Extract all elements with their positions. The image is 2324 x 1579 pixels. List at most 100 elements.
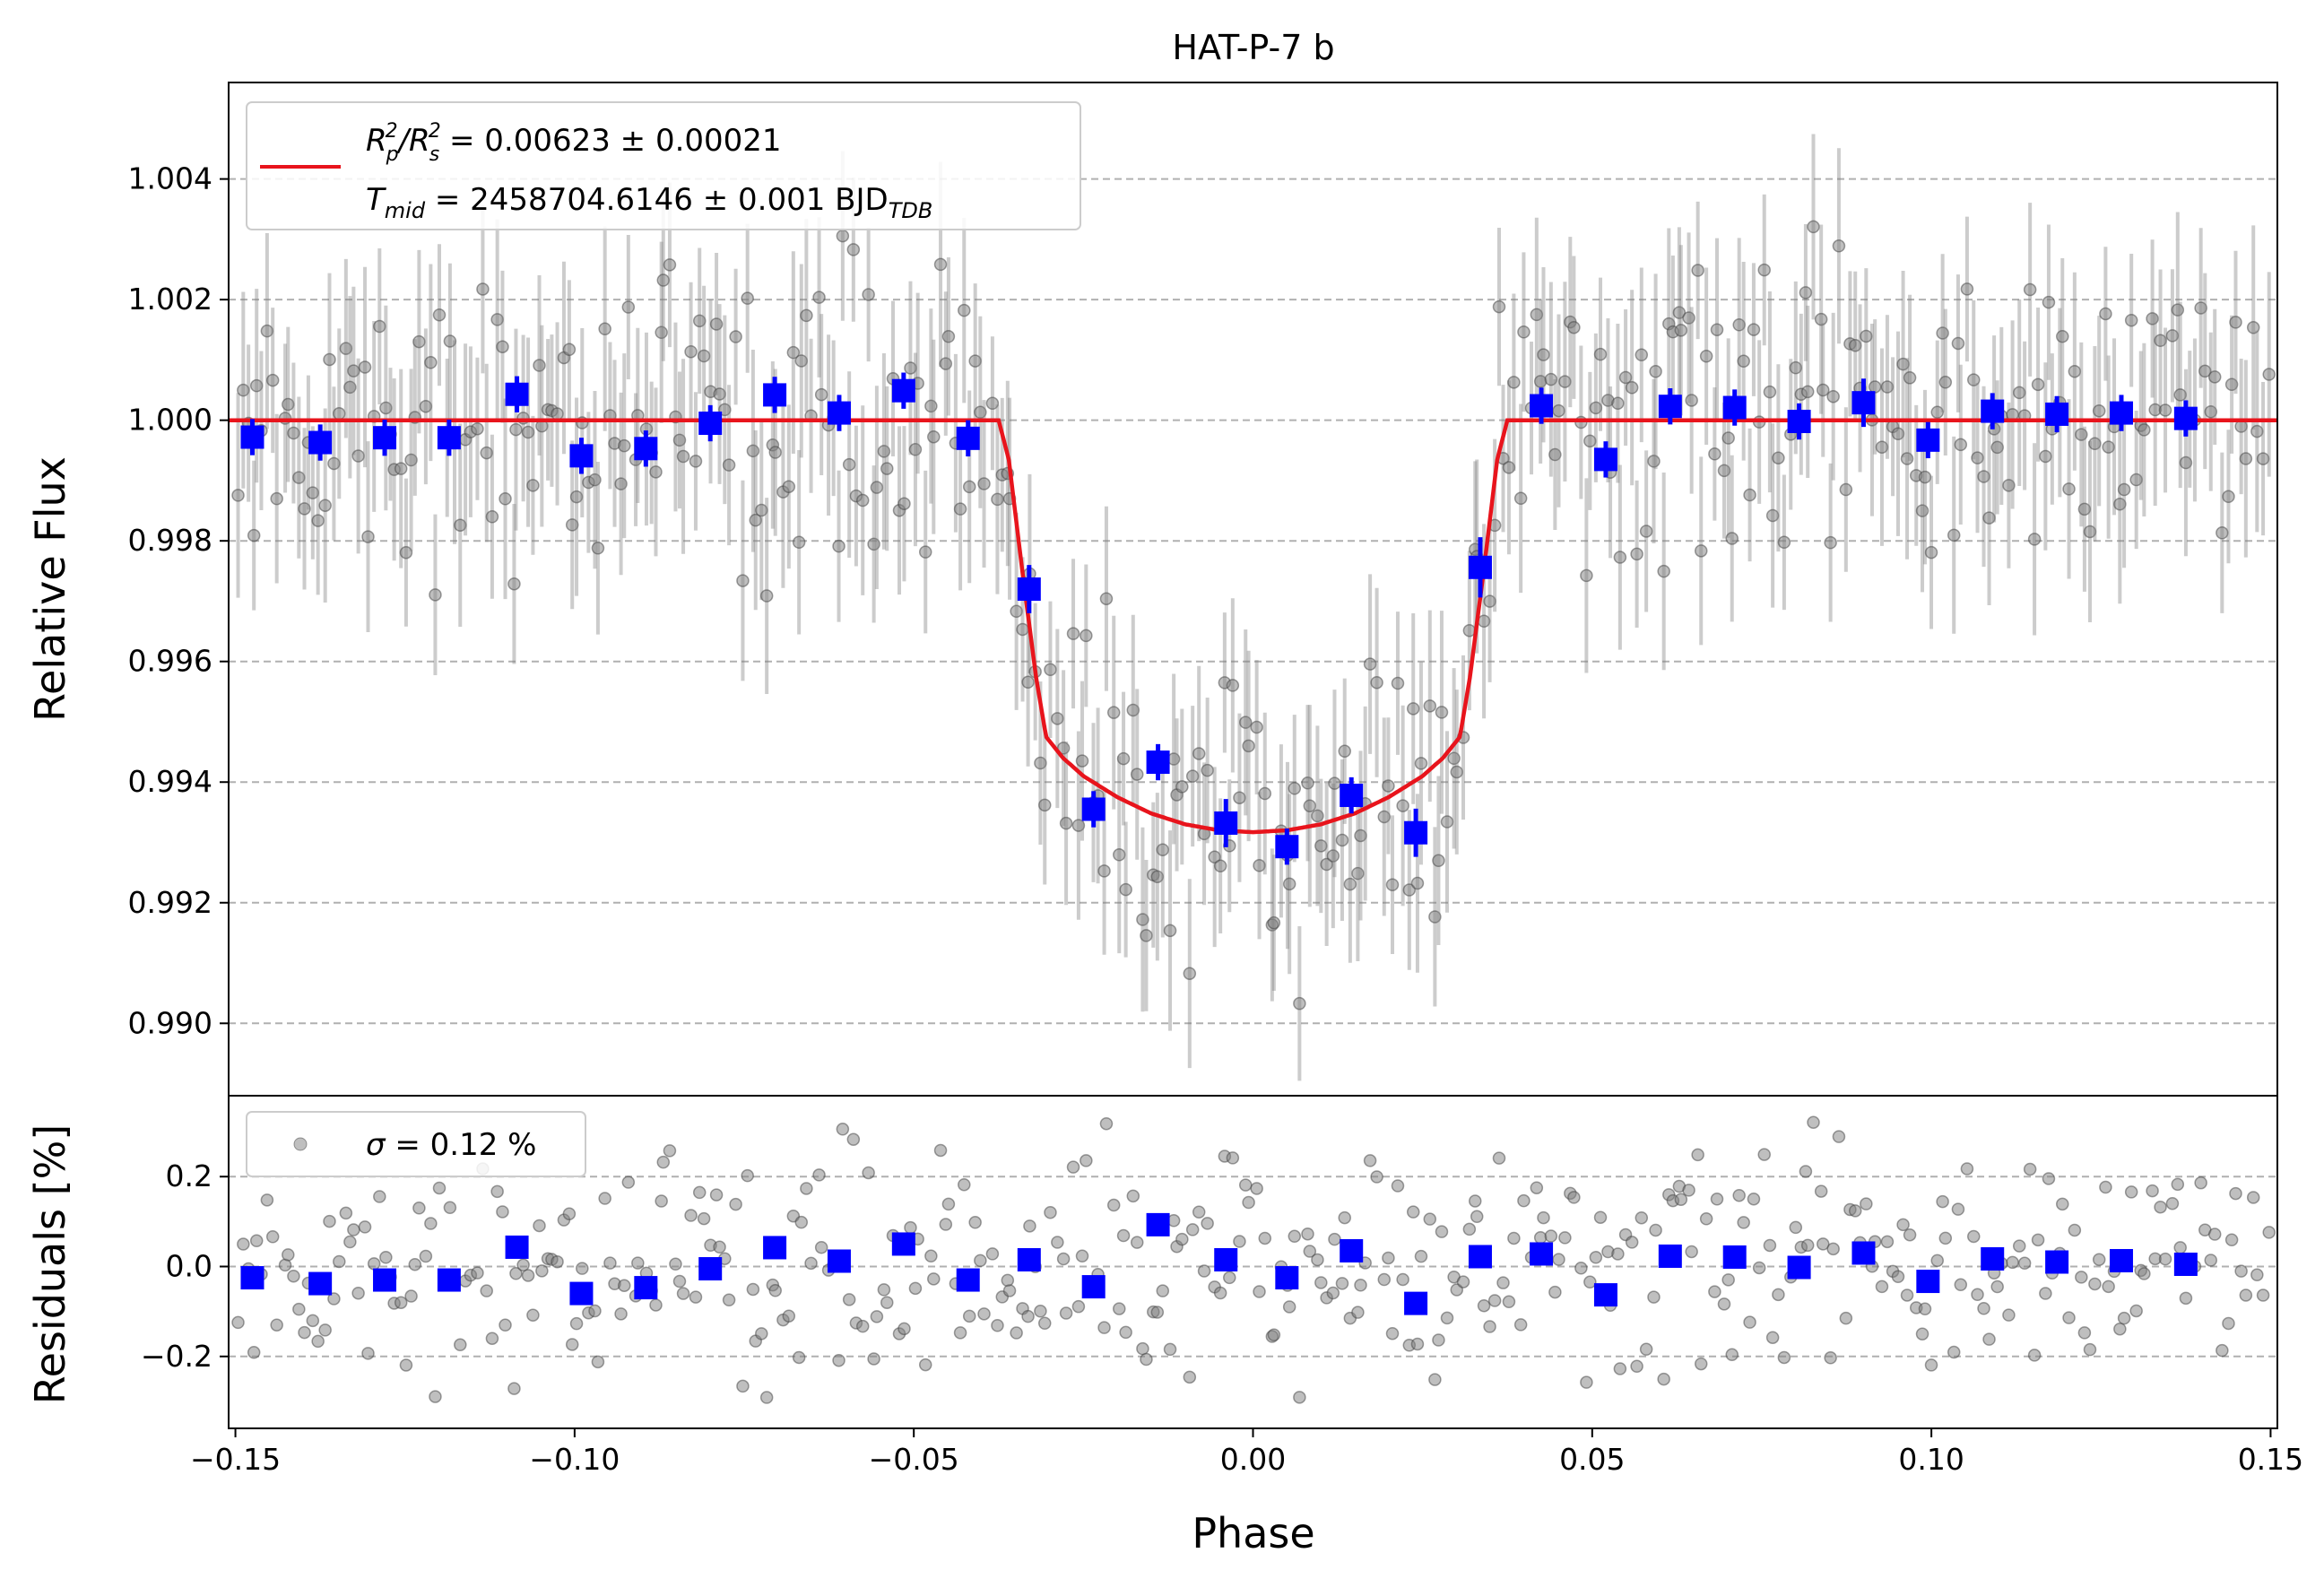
raw-flux-point bbox=[2042, 295, 2056, 309]
raw-residual-point bbox=[1201, 1217, 1214, 1230]
raw-residual-point bbox=[1456, 1275, 1470, 1288]
raw-residual-point bbox=[1288, 1229, 1302, 1244]
raw-flux-point bbox=[2207, 370, 2222, 384]
raw-residual-point bbox=[1156, 1284, 1170, 1297]
raw-flux-point bbox=[1010, 604, 1023, 619]
binned-residual-point bbox=[1404, 1291, 1428, 1315]
raw-residual-point bbox=[373, 1190, 386, 1203]
raw-flux-point bbox=[2262, 368, 2276, 381]
raw-flux-point bbox=[927, 429, 941, 444]
raw-residual-point bbox=[1743, 1315, 1756, 1329]
raw-residual-point bbox=[1175, 1232, 1189, 1246]
raw-flux-point bbox=[249, 378, 264, 393]
raw-flux-point bbox=[2077, 502, 2092, 516]
raw-flux-point bbox=[1763, 385, 1777, 399]
raw-flux-point bbox=[1051, 712, 1064, 725]
raw-residual-point bbox=[1097, 1321, 1111, 1334]
raw-flux-point bbox=[1192, 747, 1206, 760]
raw-flux-point bbox=[1530, 308, 1544, 322]
raw-residual-point bbox=[287, 1269, 300, 1283]
binned-flux-point bbox=[698, 412, 723, 436]
raw-residual-point bbox=[1824, 1351, 1837, 1365]
raw-residual-point bbox=[1737, 1216, 1750, 1229]
raw-flux-point bbox=[656, 273, 671, 287]
raw-flux-point bbox=[1034, 756, 1047, 770]
raw-flux-point bbox=[1303, 799, 1317, 812]
raw-residual-point bbox=[1250, 1182, 1263, 1195]
raw-flux-point bbox=[1611, 396, 1625, 411]
raw-flux-point bbox=[1226, 679, 1240, 692]
raw-flux-point bbox=[1066, 627, 1080, 640]
binned-residual-point bbox=[569, 1281, 594, 1306]
raw-flux-point bbox=[1772, 451, 1785, 464]
raw-residual-point bbox=[408, 1257, 422, 1271]
x-ticks: −0.15 −0.10 −0.05 0.00 0.05 0.10 0.15 bbox=[190, 1428, 2303, 1477]
binned-flux-point bbox=[1851, 391, 1876, 415]
raw-residual-point bbox=[1747, 1192, 1761, 1206]
raw-flux-point bbox=[1396, 799, 1409, 812]
raw-flux-point bbox=[2250, 424, 2264, 438]
raw-flux-point bbox=[1447, 751, 1461, 766]
raw-flux-point bbox=[1354, 829, 1367, 843]
raw-residual-point bbox=[656, 1155, 671, 1169]
raw-flux-point bbox=[697, 349, 711, 363]
raw-residual-point bbox=[2250, 1268, 2264, 1282]
raw-residual-point bbox=[358, 1220, 372, 1234]
raw-residual-point bbox=[1183, 1370, 1197, 1384]
raw-residual-point bbox=[1363, 1154, 1377, 1167]
raw-flux-point bbox=[394, 462, 408, 475]
binned-residual-point bbox=[1916, 1270, 1940, 1294]
raw-flux-point bbox=[736, 574, 750, 587]
raw-residual-point bbox=[1502, 1295, 1516, 1309]
raw-flux-point bbox=[692, 314, 707, 328]
raw-flux-point bbox=[1930, 405, 1944, 419]
raw-residual-point bbox=[1777, 1350, 1791, 1365]
raw-flux-point bbox=[1777, 535, 1791, 550]
raw-residual-point bbox=[1580, 1375, 1593, 1389]
residuals-panel: −0.2 0.0 0.2 −0.15 −0.10 −0.05 0.00 0.05 0.10 0.… bbox=[26, 1095, 2303, 1557]
raw-residual-point bbox=[565, 1338, 579, 1351]
raw-flux-point bbox=[684, 344, 698, 359]
raw-residual-point bbox=[347, 1223, 360, 1236]
raw-residual-point bbox=[631, 1256, 645, 1270]
raw-residual-point bbox=[1765, 1331, 1780, 1344]
raw-residual-point bbox=[663, 1144, 677, 1158]
raw-flux-point bbox=[746, 444, 760, 458]
binned-flux-point bbox=[1722, 395, 1747, 420]
flux-y-ticks: 0.990 0.992 0.994 0.996 0.998 1.000 1.002 1.004 bbox=[128, 161, 229, 1040]
raw-residual-point bbox=[1635, 1210, 1649, 1225]
raw-flux-point bbox=[496, 340, 509, 353]
raw-flux-point bbox=[2204, 404, 2218, 419]
binned-flux-point bbox=[1214, 811, 1238, 835]
raw-residual-point bbox=[1875, 1280, 1889, 1294]
raw-flux-point bbox=[1507, 376, 1521, 389]
binned-residual-point bbox=[308, 1271, 333, 1296]
raw-residual-point bbox=[1589, 1251, 1603, 1264]
raw-residual-point bbox=[1574, 1262, 1588, 1275]
raw-residual-point bbox=[496, 1205, 509, 1219]
raw-flux-point bbox=[1732, 318, 1746, 332]
raw-flux-point bbox=[1639, 525, 1653, 538]
raw-residual-point bbox=[939, 1218, 953, 1231]
raw-flux-point bbox=[1691, 264, 1704, 277]
raw-residual-point bbox=[2165, 1196, 2180, 1210]
raw-flux-point bbox=[672, 433, 687, 447]
raw-residual-point bbox=[1119, 1325, 1132, 1340]
raw-flux-point bbox=[880, 462, 894, 475]
binned-residual-point bbox=[373, 1268, 397, 1292]
binned-flux-point bbox=[437, 426, 461, 450]
raw-residual-point bbox=[1552, 1253, 1565, 1266]
raw-flux-point bbox=[1977, 470, 1990, 483]
raw-flux-point bbox=[1163, 924, 1177, 938]
raw-flux-point bbox=[836, 229, 850, 243]
raw-flux-point bbox=[2138, 423, 2151, 437]
flux-y-tick-label: 0.994 bbox=[128, 764, 212, 799]
raw-flux-point bbox=[1721, 431, 1735, 445]
raw-flux-point bbox=[621, 300, 636, 314]
raw-residual-point bbox=[509, 1267, 523, 1280]
raw-flux-point bbox=[399, 545, 413, 560]
raw-flux-point bbox=[782, 480, 796, 493]
raw-residual-point bbox=[1814, 1184, 1828, 1198]
raw-residual-point bbox=[1197, 1264, 1211, 1278]
raw-residual-point bbox=[812, 1168, 826, 1182]
